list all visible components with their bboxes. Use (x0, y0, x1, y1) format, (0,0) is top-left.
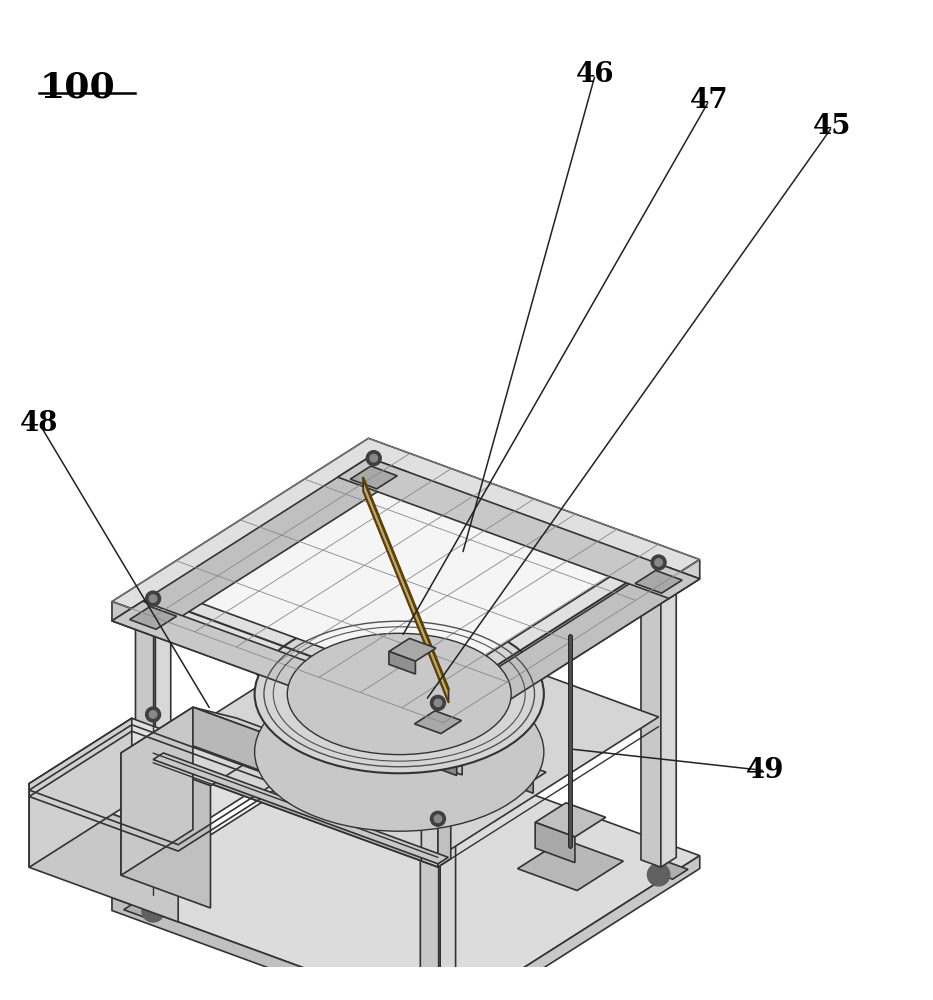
Polygon shape (420, 723, 440, 1000)
Polygon shape (635, 570, 682, 593)
Polygon shape (286, 657, 508, 794)
Polygon shape (422, 716, 438, 867)
Circle shape (149, 595, 157, 602)
Polygon shape (536, 822, 575, 863)
Polygon shape (112, 458, 409, 635)
Text: 46: 46 (576, 61, 615, 88)
Polygon shape (124, 900, 159, 917)
Circle shape (430, 695, 445, 710)
Polygon shape (641, 583, 661, 867)
Polygon shape (193, 707, 283, 779)
Polygon shape (389, 638, 436, 661)
Ellipse shape (287, 633, 511, 755)
Polygon shape (430, 730, 482, 756)
Polygon shape (268, 675, 546, 780)
Circle shape (434, 699, 441, 707)
Polygon shape (389, 651, 415, 674)
Circle shape (655, 559, 662, 566)
Polygon shape (286, 788, 303, 807)
Polygon shape (112, 601, 474, 742)
Ellipse shape (244, 536, 515, 676)
Circle shape (430, 811, 445, 826)
Polygon shape (320, 584, 439, 667)
Circle shape (651, 555, 666, 570)
Polygon shape (112, 898, 443, 1000)
Polygon shape (130, 607, 176, 629)
Polygon shape (363, 478, 449, 702)
Polygon shape (536, 803, 606, 837)
Circle shape (370, 454, 378, 462)
Polygon shape (135, 619, 155, 903)
Polygon shape (29, 718, 132, 867)
Polygon shape (155, 617, 171, 903)
Text: 45: 45 (813, 113, 852, 140)
Circle shape (146, 707, 160, 722)
Polygon shape (193, 707, 326, 751)
Polygon shape (661, 581, 676, 867)
Polygon shape (336, 671, 462, 775)
Polygon shape (268, 683, 534, 793)
Polygon shape (356, 479, 376, 763)
Polygon shape (438, 714, 451, 867)
Polygon shape (338, 458, 700, 598)
Polygon shape (430, 746, 456, 776)
Text: 100: 100 (39, 71, 115, 105)
Polygon shape (121, 707, 193, 875)
Polygon shape (414, 711, 462, 734)
Circle shape (367, 451, 382, 466)
Polygon shape (313, 730, 408, 774)
Ellipse shape (244, 575, 515, 715)
Polygon shape (112, 602, 443, 742)
Polygon shape (443, 856, 700, 1000)
Polygon shape (112, 438, 700, 723)
Text: 48: 48 (20, 410, 59, 437)
Polygon shape (403, 564, 700, 742)
Circle shape (363, 759, 385, 782)
Polygon shape (153, 613, 659, 857)
Polygon shape (112, 734, 700, 1000)
Circle shape (149, 711, 157, 718)
Polygon shape (121, 707, 283, 786)
Polygon shape (29, 718, 281, 838)
Polygon shape (153, 753, 438, 867)
Polygon shape (443, 560, 700, 742)
Polygon shape (153, 753, 448, 864)
Ellipse shape (255, 615, 544, 773)
Polygon shape (376, 476, 392, 763)
Polygon shape (653, 862, 688, 879)
Polygon shape (29, 784, 178, 922)
Polygon shape (440, 721, 455, 1000)
Circle shape (648, 863, 670, 886)
Polygon shape (350, 466, 397, 489)
Polygon shape (289, 690, 316, 719)
Polygon shape (183, 472, 629, 689)
Circle shape (142, 900, 164, 922)
Polygon shape (518, 839, 623, 891)
Ellipse shape (255, 673, 544, 831)
Text: 47: 47 (689, 87, 729, 114)
Circle shape (146, 591, 160, 606)
Polygon shape (313, 730, 369, 767)
Polygon shape (289, 674, 341, 700)
Polygon shape (121, 753, 211, 908)
Text: 49: 49 (745, 757, 785, 784)
Circle shape (434, 815, 441, 822)
Polygon shape (355, 753, 390, 770)
